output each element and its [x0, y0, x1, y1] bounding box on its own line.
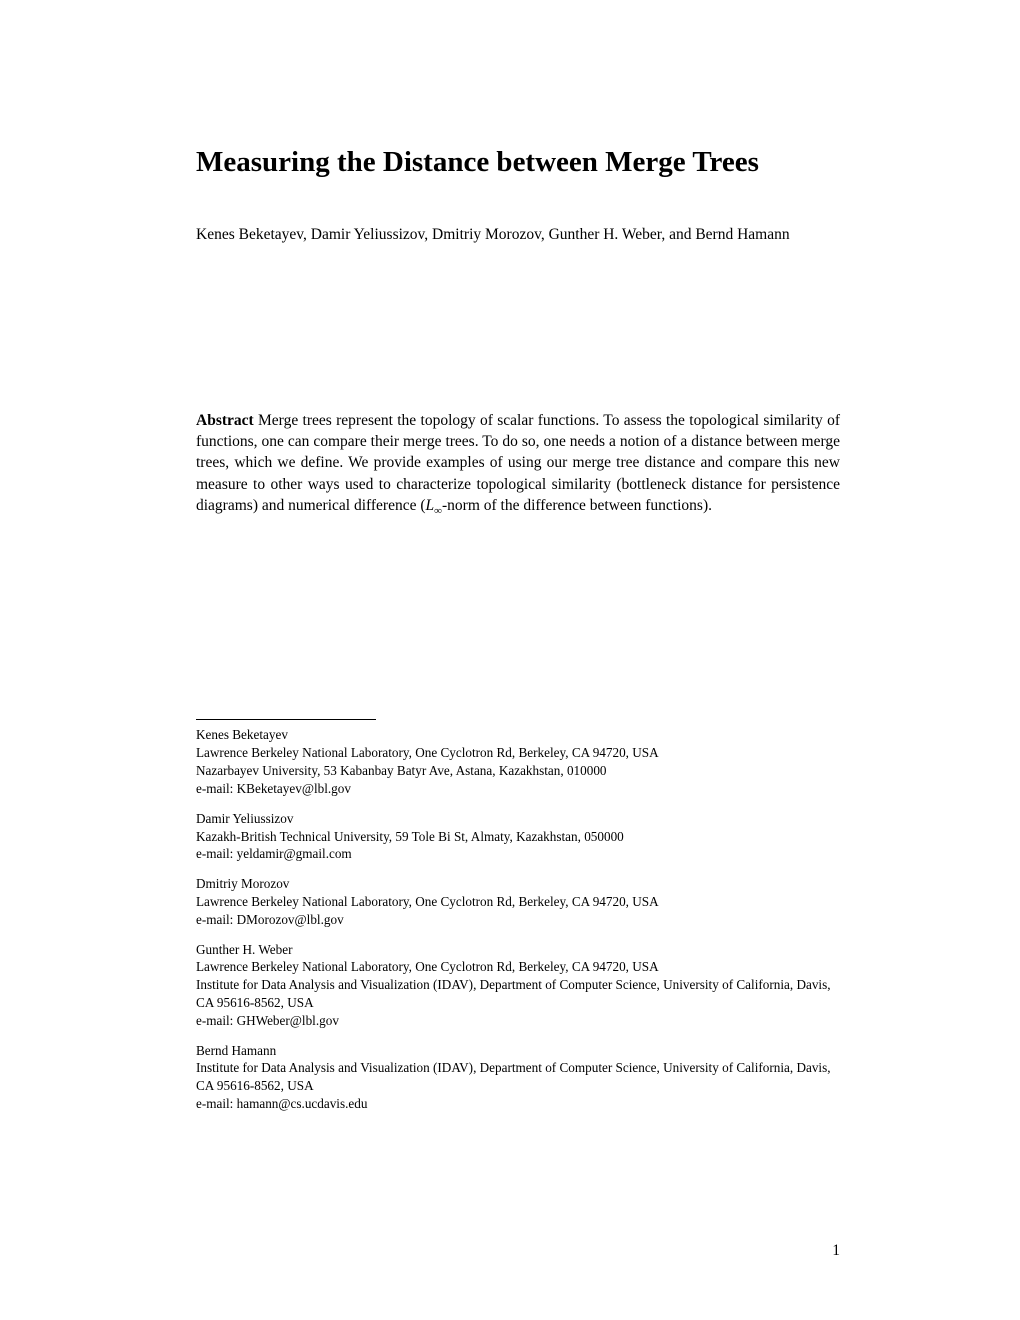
affiliation-line: Kazakh-British Technical University, 59 … — [196, 828, 840, 846]
abstract-L: L — [426, 497, 435, 514]
affiliation-name: Kenes Beketayev — [196, 726, 840, 744]
affiliation-line: Institute for Data Analysis and Visualiz… — [196, 1059, 840, 1095]
affiliation-block: Kenes BeketayevLawrence Berkeley Nationa… — [196, 726, 840, 797]
affiliation-line: e-mail: yeldamir@gmail.com — [196, 845, 840, 863]
abstract-label: Abstract — [196, 412, 254, 429]
affiliation-line: Lawrence Berkeley National Laboratory, O… — [196, 744, 840, 762]
page-number: 1 — [832, 1242, 840, 1260]
affiliation-line: e-mail: hamann@cs.ucdavis.edu — [196, 1095, 840, 1113]
affiliation-line: Nazarbayev University, 53 Kabanbay Batyr… — [196, 762, 840, 780]
abstract-text-2: -norm of the difference between function… — [442, 497, 712, 514]
affiliation-line: Lawrence Berkeley National Laboratory, O… — [196, 958, 840, 976]
affiliation-name: Gunther H. Weber — [196, 941, 840, 959]
affiliation-line: Lawrence Berkeley National Laboratory, O… — [196, 893, 840, 911]
footer-separator — [196, 719, 376, 720]
affiliation-line: Institute for Data Analysis and Visualiz… — [196, 976, 840, 1012]
authors-line: Kenes Beketayev, Damir Yeliussizov, Dmit… — [196, 225, 840, 246]
abstract-infinity: ∞ — [434, 505, 442, 517]
affiliation-line: e-mail: DMorozov@lbl.gov — [196, 911, 840, 929]
affiliation-block: Damir YeliussizovKazakh-British Technica… — [196, 810, 840, 863]
affiliation-line: e-mail: KBeketayev@lbl.gov — [196, 780, 840, 798]
affiliation-name: Bernd Hamann — [196, 1042, 840, 1060]
abstract: Abstract Merge trees represent the topol… — [196, 410, 840, 520]
affiliation-block: Bernd HamannInstitute for Data Analysis … — [196, 1042, 840, 1113]
affiliation-name: Damir Yeliussizov — [196, 810, 840, 828]
affiliation-block: Gunther H. WeberLawrence Berkeley Nation… — [196, 941, 840, 1030]
affiliation-line: e-mail: GHWeber@lbl.gov — [196, 1012, 840, 1030]
affiliation-name: Dmitriy Morozov — [196, 875, 840, 893]
affiliation-block: Dmitriy MorozovLawrence Berkeley Nationa… — [196, 875, 840, 928]
paper-title: Measuring the Distance between Merge Tre… — [196, 145, 840, 180]
